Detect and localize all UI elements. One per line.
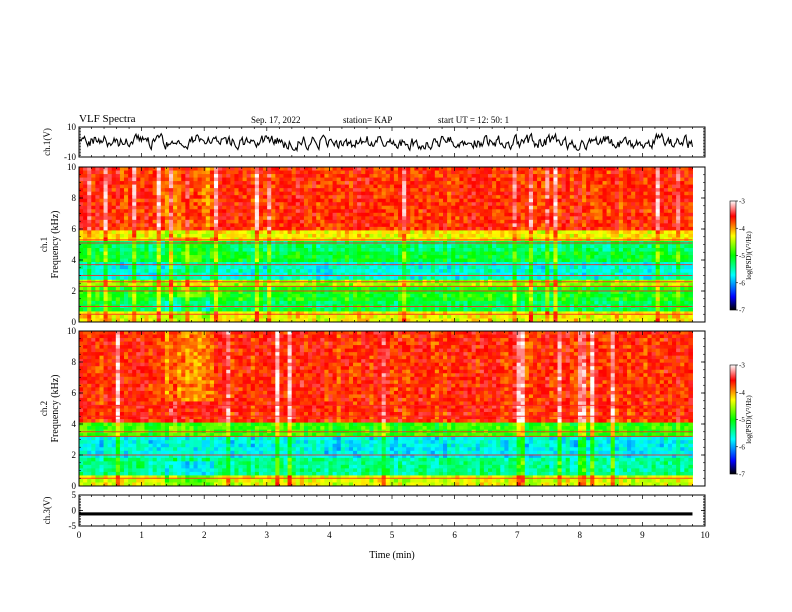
ch1-spectrogram-ytick-label: 2 <box>72 286 77 296</box>
ch2-spectrogram-ytick-label: 0 <box>72 481 77 491</box>
ch2-colorbar-label: log(PSD)(V²/Hz) <box>745 395 753 444</box>
ch2-spectrogram-ylabel-channel: ch.2 <box>39 401 49 416</box>
ch2-spectrogram-ytick-label: 8 <box>72 357 77 367</box>
ch2-spectrogram-ytick-label: 4 <box>72 419 77 429</box>
xtick-label: 2 <box>202 530 207 540</box>
ch2-spectrogram-ytick-label: 6 <box>72 388 77 398</box>
ch1-colorbar-tick-label: -7 <box>739 307 745 315</box>
xtick-label: 6 <box>452 530 457 540</box>
ch2-spectrogram-cells <box>79 331 693 487</box>
xtick-label: 8 <box>578 530 583 540</box>
ch1-waveform-trace <box>78 132 694 153</box>
xtick-label: 1 <box>139 530 144 540</box>
ch1-colorbar-tick-label: -4 <box>739 225 745 233</box>
ch2-spectrogram-ylabel-frequency: Frequency (kHz) <box>50 374 61 442</box>
ch1-waveform-ylabel: ch.1(V) <box>42 128 52 156</box>
ch3-waveform-trace <box>79 512 693 516</box>
ch2-colorbar-tick-label: -4 <box>739 389 745 397</box>
ch1-waveform-ytick-label: -10 <box>64 152 76 162</box>
ch1-spectrogram-ytick-label: 0 <box>72 317 77 327</box>
ch2-spectrogram-ytick-label: 10 <box>67 326 77 336</box>
xaxis-title: Time (min) <box>369 550 414 561</box>
ch1-spectrogram-harmonics <box>79 239 693 315</box>
xtick-label: 7 <box>515 530 520 540</box>
ch2-colorbar-tick-label: -6 <box>739 443 745 451</box>
station-label: station= KAP <box>343 115 393 125</box>
ch2-spectrogram-ytick-label: 2 <box>72 450 77 460</box>
date-label: Sep. 17, 2022 <box>251 115 301 125</box>
ch1-colorbar-tick-label: -6 <box>739 279 745 287</box>
start-time-label: start UT = 12: 50: 1 <box>438 115 510 125</box>
ch1-spectrogram-ytick-label: 6 <box>72 224 77 234</box>
ch3-waveform-ytick-label: -5 <box>69 521 77 531</box>
ch1-spectrogram-ytick-label: 10 <box>67 162 77 172</box>
ch2-colorbar-tick-label: -3 <box>739 362 745 370</box>
xtick-label: 4 <box>327 530 332 540</box>
xtick-label: 5 <box>390 530 395 540</box>
ch1-spectrogram-cells <box>79 167 693 323</box>
ch1-colorbar-label: log(PSD)(V²/Hz) <box>745 231 753 280</box>
ch1-spectrogram-ytick-label: 8 <box>72 193 77 203</box>
ch2-colorbar-tick-label: -7 <box>739 471 745 479</box>
ch1-waveform-ytick-label: 10 <box>67 122 77 132</box>
ch3-waveform-ylabel: ch.3(V) <box>42 497 52 525</box>
ch1-colorbar-tick-label: -3 <box>739 198 745 206</box>
ch3-waveform-ytick-label: 0 <box>72 506 77 516</box>
ch1-spectrogram-ylabel-channel: ch.1 <box>39 237 49 252</box>
xtick-label: 9 <box>640 530 645 540</box>
xtick-label: 10 <box>701 530 711 540</box>
ch1-spectrogram-ytick-label: 4 <box>72 255 77 265</box>
ch2-colorbar-tick-label: -5 <box>739 416 745 424</box>
xtick-label: 3 <box>265 530 270 540</box>
ch3-waveform-frame <box>78 494 706 527</box>
figure-title: VLF Spectra <box>79 113 136 125</box>
ch3-waveform-ytick-label: 5 <box>72 490 77 500</box>
ch2-colorbar <box>729 364 737 475</box>
ch1-colorbar <box>729 200 737 311</box>
ch2-spectrogram-harmonics <box>79 404 693 479</box>
ch1-spectrogram-ylabel-frequency: Frequency (kHz) <box>50 210 61 278</box>
ch1-colorbar-tick-label: -5 <box>739 252 745 260</box>
xtick-label: 0 <box>77 530 82 540</box>
